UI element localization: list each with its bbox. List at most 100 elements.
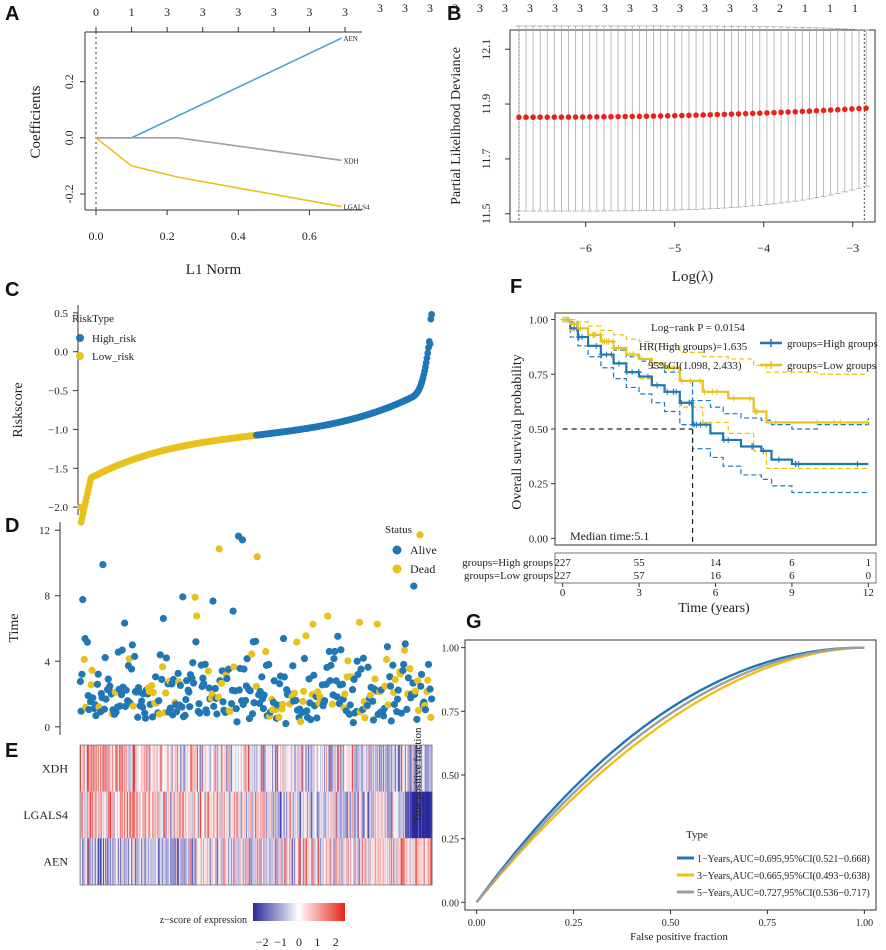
heatmap-cell — [352, 745, 354, 792]
heatmap-cell — [177, 745, 179, 792]
time-point — [400, 660, 408, 669]
heatmap-cell — [418, 791, 420, 839]
heatmap-cell — [229, 838, 231, 885]
heatmap-cell — [300, 745, 302, 792]
heatmap-cell — [230, 745, 232, 792]
heatmap-cell — [102, 791, 104, 839]
heatmap-cell — [252, 838, 254, 885]
heatmap-cell — [87, 745, 89, 792]
censor-mark — [864, 419, 871, 426]
heatmap-cell — [138, 745, 140, 792]
time-point — [246, 687, 254, 695]
heatmap-cell — [204, 791, 207, 839]
heatmap-cell — [240, 745, 242, 792]
heatmap-cell — [336, 745, 338, 792]
heatmap-cell — [406, 838, 408, 885]
heatmap-cell — [206, 745, 208, 792]
heatmap-cell — [291, 791, 293, 839]
heatmap-cell — [113, 838, 115, 885]
legend-colorbar — [253, 903, 345, 921]
heatmap-cell — [145, 838, 147, 885]
censor-mark — [775, 456, 782, 463]
heatmap-cell — [223, 791, 225, 839]
heatmap-cell — [100, 838, 102, 885]
heatmap-cell — [266, 745, 269, 792]
heatmap-cell — [390, 791, 392, 839]
heatmap-cell — [208, 745, 210, 792]
time-point — [279, 634, 288, 643]
heatmap-cell — [214, 838, 216, 885]
heatmap-cell — [391, 791, 393, 839]
heatmap-cell — [156, 791, 158, 839]
heatmap-cell — [353, 791, 355, 839]
heatmap-cell — [373, 791, 375, 839]
heatmap-cell — [250, 838, 252, 885]
heatmap-cell — [262, 838, 265, 885]
heatmap-cell — [133, 791, 135, 839]
deviance-point — [757, 110, 763, 116]
row-label: XDH — [42, 761, 68, 775]
heatmap-cell — [419, 791, 421, 839]
time-point — [373, 620, 381, 628]
time-point — [428, 695, 436, 703]
panel-letter-c: C — [5, 279, 19, 301]
heatmap-cell — [214, 745, 217, 792]
heatmap-cell — [396, 791, 398, 839]
heatmap-cell — [345, 791, 347, 839]
heatmap-cell — [392, 791, 394, 839]
heatmap-cell — [171, 791, 173, 839]
heatmap-cell — [377, 745, 379, 792]
heatmap-cell — [263, 745, 265, 792]
heatmap-cell — [389, 838, 391, 885]
heatmap-cell — [321, 745, 324, 792]
heatmap-cell — [163, 838, 165, 885]
heatmap-cell — [318, 745, 320, 792]
legend-label: groups=Low groups — [787, 360, 876, 372]
censor-mark — [714, 388, 721, 395]
heatmap-cell — [266, 791, 269, 839]
heatmap-cell — [93, 791, 95, 839]
heatmap-cell — [256, 745, 258, 792]
heatmap-cell — [414, 791, 417, 839]
heatmap-cell — [420, 745, 422, 792]
heatmap-cell — [311, 791, 313, 839]
time-point — [328, 700, 336, 708]
heatmap-cell — [254, 745, 256, 792]
heatmap-cell — [349, 791, 351, 839]
heatmap-cell — [261, 838, 263, 885]
heatmap-cell — [130, 745, 132, 792]
heatmap-cell — [251, 791, 253, 839]
heatmap-cell — [110, 745, 112, 792]
heatmap-cell — [430, 838, 432, 885]
heatmap-cell — [194, 745, 196, 792]
top-tick-label: 2 — [777, 1, 783, 15]
heatmap-cell — [290, 745, 292, 792]
heatmap-cell — [205, 791, 207, 839]
heatmap-cell — [315, 745, 317, 792]
heatmap-cell — [264, 791, 266, 839]
heatmap-cell — [180, 838, 182, 885]
heatmap-cell — [321, 838, 324, 885]
heatmap-cell — [143, 838, 145, 885]
heatmap-cell — [332, 838, 334, 885]
heatmap-cell — [222, 791, 224, 839]
time-point — [189, 659, 197, 667]
heatmap-cell — [97, 838, 99, 885]
top-tick-label: 3 — [452, 1, 458, 15]
heatmap-cell — [260, 745, 262, 792]
heatmap-cell — [90, 745, 92, 792]
heatmap-cell — [283, 791, 286, 839]
heatmap-cell — [107, 745, 110, 792]
heatmap-cell — [411, 745, 413, 792]
legend-label: 1−Years,AUC=0.695,95%CI(0.521−0.668) — [697, 854, 870, 865]
heatmap-cell — [118, 838, 120, 885]
heatmap-cell — [400, 838, 403, 885]
heatmap-cell — [117, 838, 119, 885]
heatmap-cell — [151, 791, 153, 839]
top-tick-label: 3 — [200, 5, 206, 19]
time-point — [174, 669, 182, 678]
time-point — [211, 684, 219, 693]
heatmap-cell — [123, 791, 125, 839]
heatmap-cell — [295, 791, 297, 839]
heatmap-cell — [333, 791, 335, 839]
